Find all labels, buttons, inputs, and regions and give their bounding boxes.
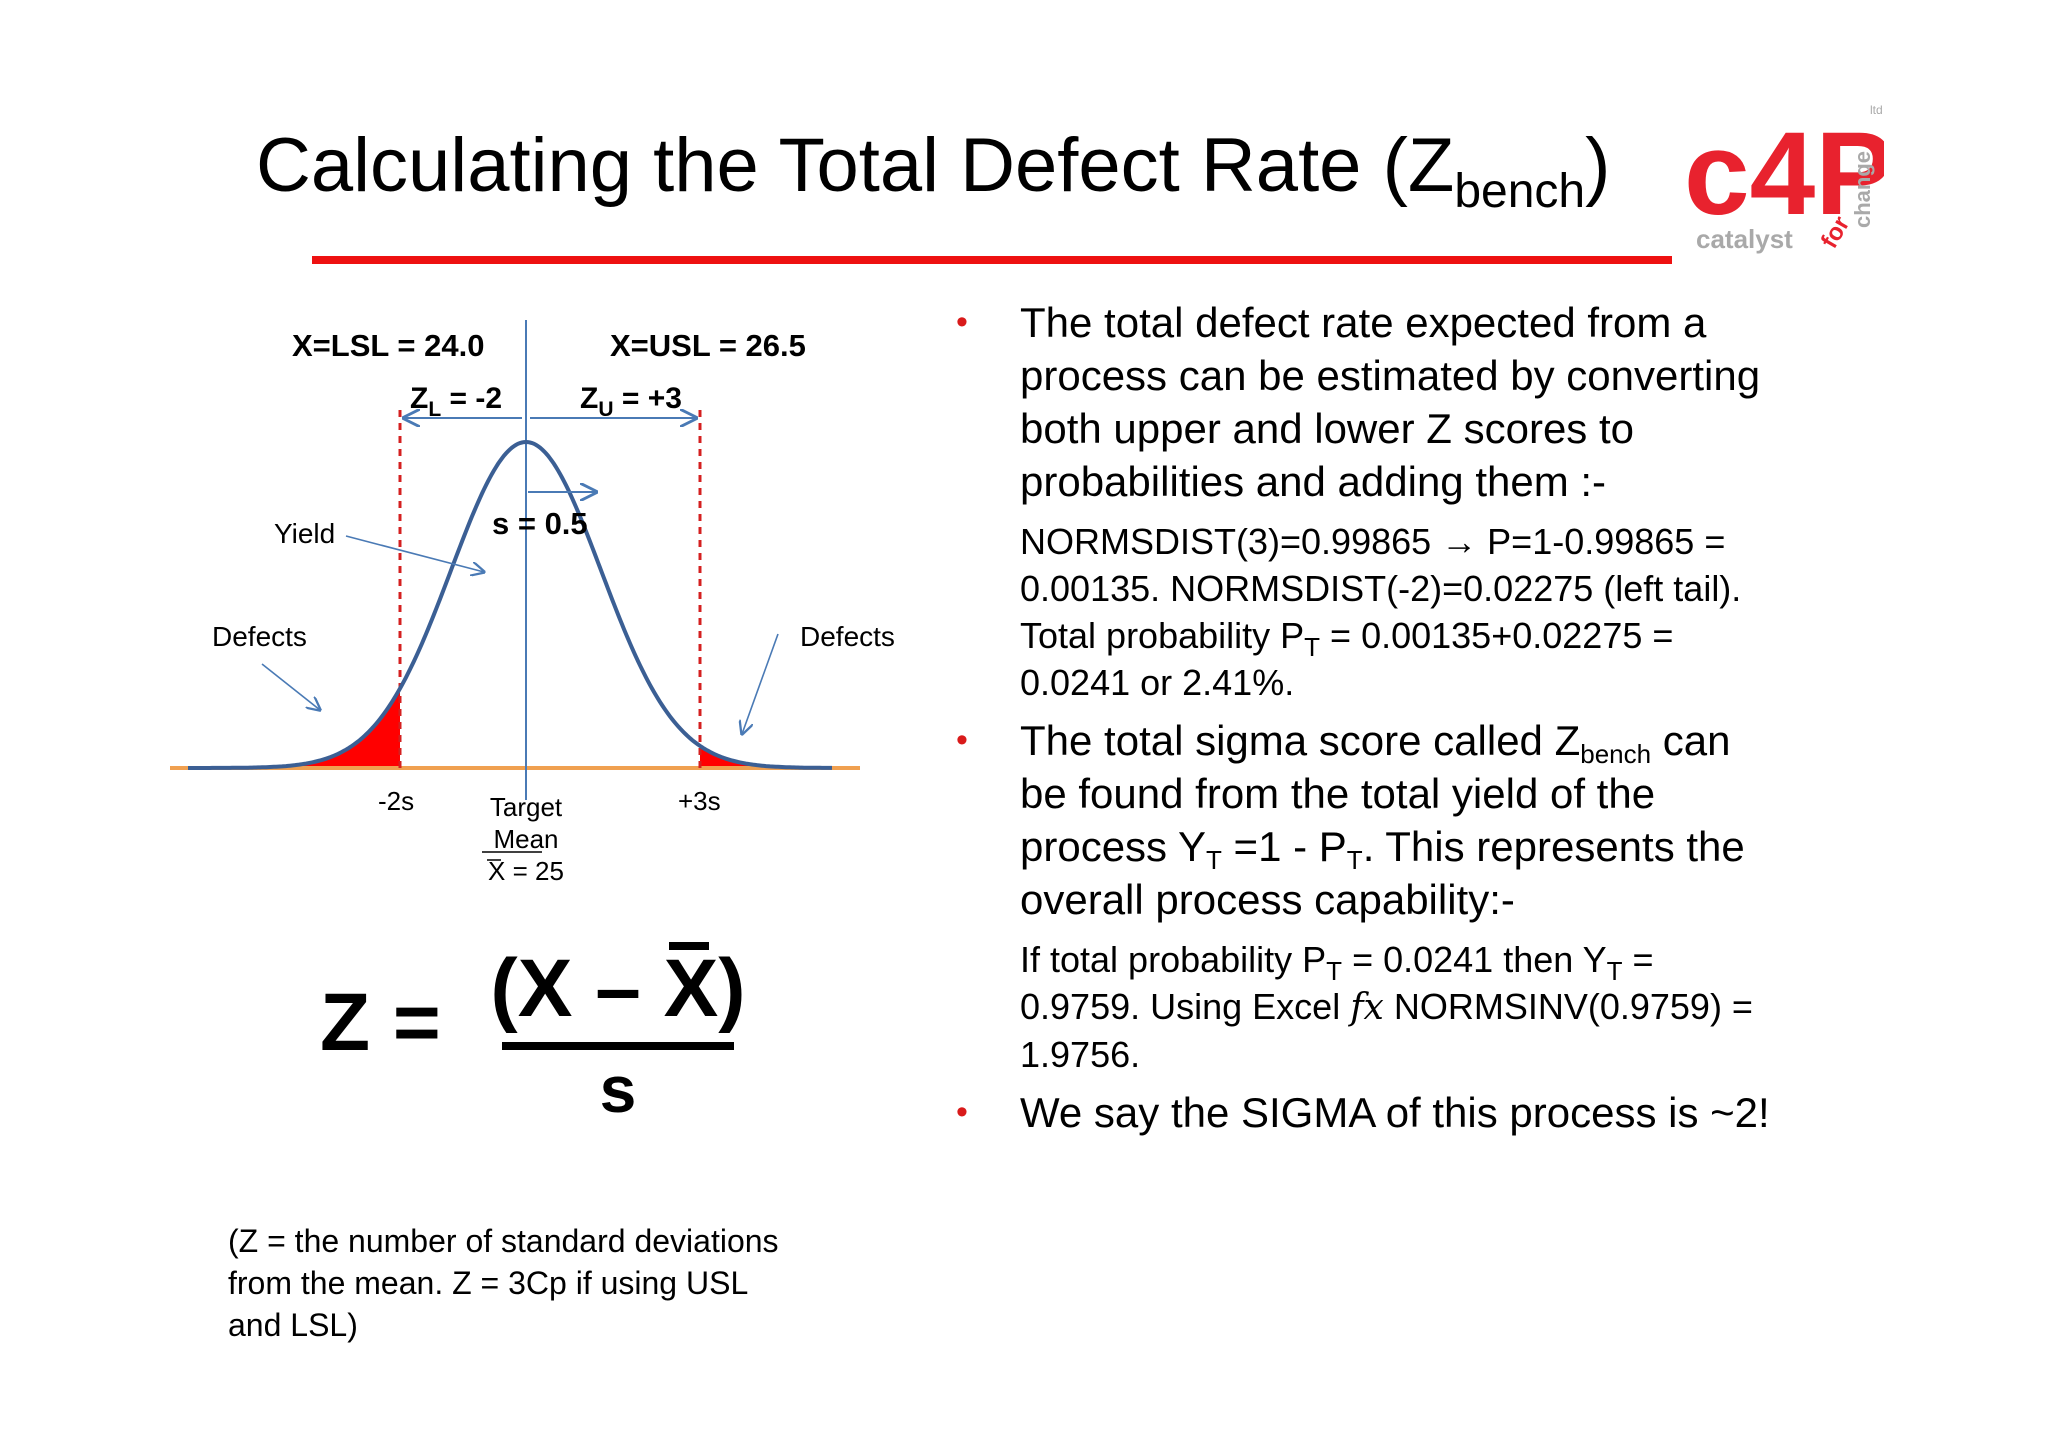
defects-left-arrow (261, 663, 320, 710)
bullet-marker: • (956, 303, 968, 341)
normal-distribution-diagram: X=LSL = 24.0 X=USL = 26.5 ZL = -2 ZU = +… (170, 320, 895, 886)
defects-left-label: Defects (212, 621, 307, 652)
lsl-label: X=LSL = 24.0 (292, 328, 484, 363)
defects-right-arrow (742, 633, 779, 734)
xbar-label: X = 25 (488, 856, 564, 886)
normal-curve (188, 439, 832, 770)
bullet-total-defect-rate: • The total defect rate expected from a … (940, 296, 2020, 508)
target-label: Target (490, 792, 563, 822)
mean-label: Mean (493, 824, 558, 854)
title-underline (312, 256, 1672, 264)
logo-catalyst: catalyst (1696, 224, 1793, 254)
bullet-list: • The total defect rate expected from a … (940, 296, 2020, 1139)
defects-right-label: Defects (800, 621, 895, 652)
logo-change: change (1850, 151, 1875, 228)
yield-arrow (345, 535, 484, 572)
fraction-bar (502, 1042, 734, 1050)
bullet-marker: • (956, 1093, 968, 1131)
z-formula: Z = (X – X) s (320, 942, 746, 1126)
normsinv-calculation: If total probability PT = 0.0241 then YT… (1020, 939, 1753, 1075)
bullet-sigma-score: • The total sigma score called Zbench ca… (940, 714, 2020, 926)
formula-denominator: s (600, 1052, 637, 1126)
s-label: s = 0.5 (492, 506, 588, 541)
zl-label: ZL = -2 (410, 382, 502, 421)
normsdist-calculation: NORMSDIST(3)=0.99865 → P=1-0.99865 = 0.0… (1020, 521, 1742, 703)
tick-right-label: +3s (678, 786, 721, 816)
bullet-sigma-conclusion: • We say the SIGMA of this process is ~2… (940, 1086, 2020, 1139)
yield-label: Yield (274, 518, 335, 549)
formula-lhs: Z = (320, 977, 441, 1068)
logo-ltd: ltd (1870, 103, 1883, 117)
company-logo: c4P catalyst for change ltd (1684, 103, 1884, 254)
slide-title: Calculating the Total Defect Rate (Zbenc… (256, 123, 1611, 218)
formula-numerator: (X – X) (490, 943, 745, 1034)
bullet-marker: • (956, 721, 968, 759)
z-definition-note: (Z = the number of standard deviations f… (228, 1223, 779, 1343)
zu-label: ZU = +3 (580, 382, 682, 421)
left-defect-tail (188, 688, 400, 768)
excel-fx-symbol: fx (1350, 987, 1384, 1028)
logo-mark: c4P (1684, 108, 1884, 240)
xbar-overbar (669, 942, 709, 950)
tick-left-label: -2s (378, 786, 414, 816)
usl-label: X=USL = 26.5 (610, 328, 806, 363)
